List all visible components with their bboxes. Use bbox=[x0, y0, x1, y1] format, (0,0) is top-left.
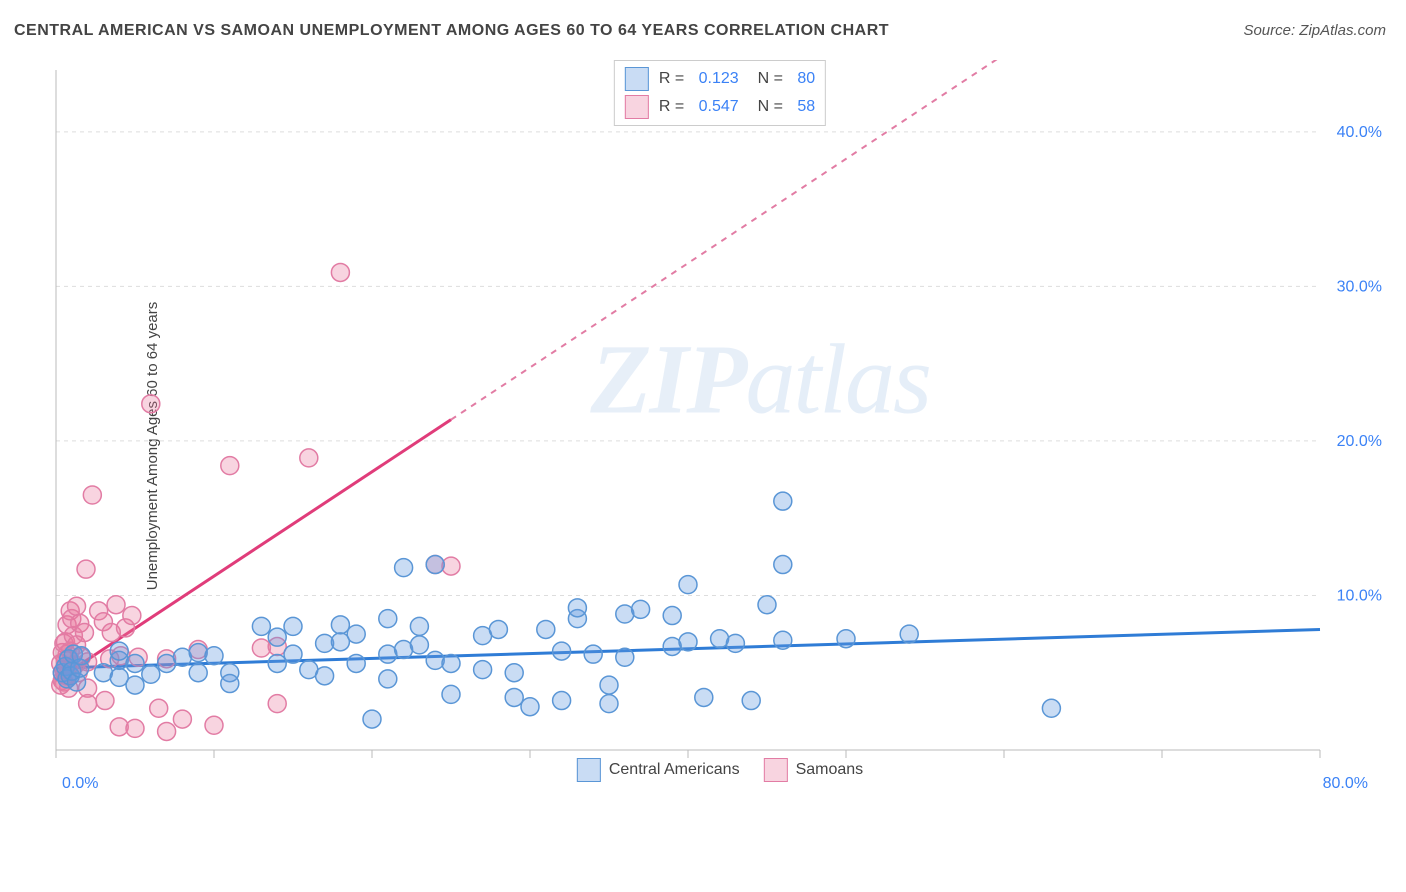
stats-legend: R = 0.123 N = 80 R = 0.547 N = 58 bbox=[614, 60, 826, 126]
n-value-1: 58 bbox=[797, 98, 815, 116]
svg-text:40.0%: 40.0% bbox=[1337, 124, 1382, 141]
swatch-ca bbox=[625, 67, 649, 91]
scatter-plot-area: ZIPatlas 10.0%20.0%30.0%40.0%0.0%80.0% R… bbox=[50, 60, 1390, 820]
series-name-1: Samoans bbox=[796, 761, 864, 779]
svg-text:30.0%: 30.0% bbox=[1337, 278, 1382, 295]
swatch-ca-bottom bbox=[577, 758, 601, 782]
chart-title: CENTRAL AMERICAN VS SAMOAN UNEMPLOYMENT … bbox=[14, 22, 889, 40]
swatch-sm-bottom bbox=[764, 758, 788, 782]
svg-text:80.0%: 80.0% bbox=[1323, 775, 1368, 792]
r-value-0: 0.123 bbox=[699, 70, 739, 88]
svg-text:20.0%: 20.0% bbox=[1337, 433, 1382, 450]
legend-item-1: Samoans bbox=[764, 758, 864, 782]
svg-text:10.0%: 10.0% bbox=[1337, 587, 1382, 604]
scatter-svg: 10.0% 20.0% 30.0% 40.0% 0.0% 80.0% bbox=[50, 60, 1390, 820]
source-label: Source: ZipAtlas.com bbox=[1243, 22, 1386, 39]
series-name-0: Central Americans bbox=[609, 761, 740, 779]
svg-text:0.0%: 0.0% bbox=[62, 775, 98, 792]
n-value-0: 80 bbox=[797, 70, 815, 88]
stats-row-0: R = 0.123 N = 80 bbox=[625, 65, 815, 93]
swatch-sm bbox=[625, 95, 649, 119]
r-value-1: 0.547 bbox=[699, 98, 739, 116]
series-legend: Central Americans Samoans bbox=[577, 758, 863, 782]
stats-row-1: R = 0.547 N = 58 bbox=[625, 93, 815, 121]
legend-item-0: Central Americans bbox=[577, 758, 740, 782]
